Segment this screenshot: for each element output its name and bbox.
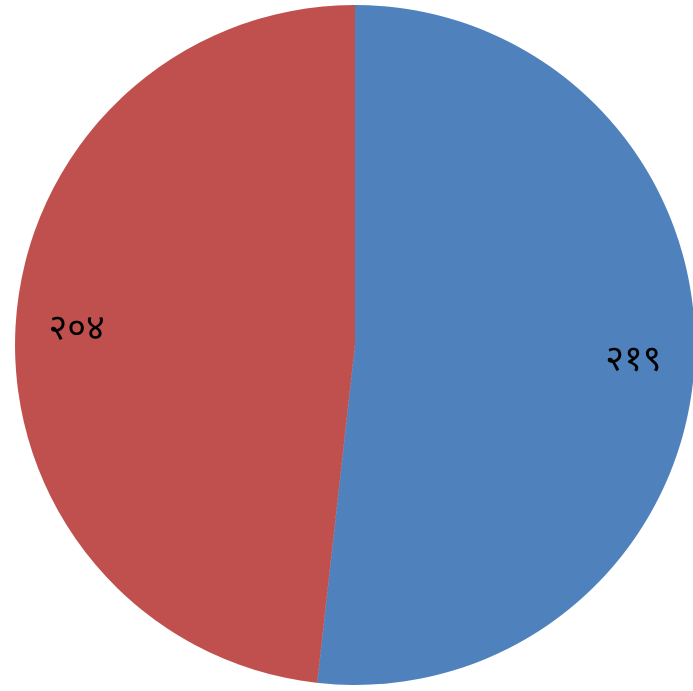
pie-slice-2 (15, 5, 355, 683)
pie-slice-label-2: २०४ (49, 307, 105, 348)
pie-slice-label-1: २१९ (605, 339, 661, 380)
pie-slice-1 (317, 5, 693, 685)
pie-labels: २१९ २०४ (49, 307, 662, 379)
pie-slices (15, 5, 693, 685)
